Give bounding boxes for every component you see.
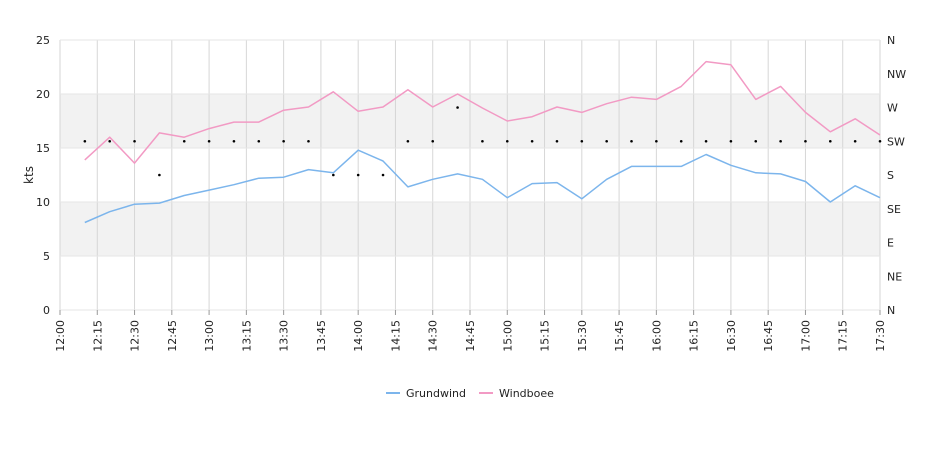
direction-marker <box>406 139 410 143</box>
x-tick-label: 12:30 <box>129 320 142 352</box>
direction-marker <box>878 139 882 143</box>
direction-marker <box>133 139 136 143</box>
right-tick-label: SW <box>887 135 905 148</box>
x-tick-label: 15:15 <box>539 320 552 352</box>
direction-marker <box>853 139 857 143</box>
legend: Grundwind Windboee <box>386 387 554 400</box>
x-tick-label: 16:45 <box>762 320 775 352</box>
right-tick-label: SE <box>887 203 901 216</box>
y-tick-label: 5 <box>43 250 50 263</box>
direction-marker <box>481 139 484 143</box>
direction-marker <box>779 139 782 143</box>
x-tick-label: 16:15 <box>688 320 701 352</box>
x-tick-label: 14:00 <box>352 320 365 352</box>
direction-marker <box>83 139 87 143</box>
y-tick-label: 0 <box>43 304 50 317</box>
direction-marker <box>158 173 161 177</box>
y-tick-label: 25 <box>36 34 50 47</box>
direction-marker <box>754 139 758 143</box>
direction-marker <box>829 139 832 143</box>
direction-marker <box>530 139 534 143</box>
x-tick-label: 12:00 <box>54 320 67 352</box>
direction-marker <box>356 173 360 177</box>
direction-marker <box>307 139 310 143</box>
x-tick-label: 17:15 <box>837 320 850 352</box>
x-tick-label: 13:15 <box>240 320 253 352</box>
direction-marker <box>729 139 733 143</box>
x-tick-label: 14:45 <box>464 320 477 352</box>
direction-marker <box>580 139 584 143</box>
legend-item: Windboee <box>499 387 554 400</box>
direction-marker <box>232 139 236 143</box>
vertical-grid <box>59 40 881 310</box>
y-tick-label: 10 <box>36 196 50 209</box>
direction-marker <box>605 139 608 143</box>
direction-marker <box>108 139 111 143</box>
legend-item: Grundwind <box>406 387 466 400</box>
x-tick-label: 16:30 <box>725 320 738 352</box>
direction-marker <box>332 173 335 177</box>
y-axis-label: kts <box>22 166 36 184</box>
x-axis-ticks: 12:00 12:15 12:30 12:45 13:00 13:15 13:30 13:45… <box>54 310 887 352</box>
x-tick-label: 15:45 <box>613 320 626 352</box>
x-tick-label: 14:30 <box>427 320 440 352</box>
x-tick-label: 16:00 <box>650 320 663 352</box>
right-tick-label: N <box>887 34 895 47</box>
x-tick-label: 13:00 <box>203 320 216 352</box>
direction-marker <box>704 139 708 143</box>
direction-marker <box>655 139 658 143</box>
direction-markers <box>83 106 882 177</box>
direction-marker <box>182 139 186 143</box>
direction-marker <box>555 139 559 143</box>
x-tick-label: 14:15 <box>389 320 402 352</box>
direction-marker <box>257 139 261 143</box>
x-tick-label: 15:00 <box>501 320 514 352</box>
direction-marker <box>207 139 211 143</box>
series-lines <box>84 60 881 224</box>
x-tick-label: 12:15 <box>91 320 104 352</box>
right-tick-label: NE <box>887 270 902 283</box>
direction-marker <box>282 139 285 143</box>
direction-marker <box>456 106 459 109</box>
right-tick-label: W <box>887 102 898 115</box>
right-tick-label: S <box>887 169 894 182</box>
series-line-grundwind <box>84 149 881 224</box>
direction-marker <box>505 139 509 143</box>
direction-marker <box>381 173 385 177</box>
y-tick-label: 15 <box>36 142 50 155</box>
x-tick-label: 15:30 <box>576 320 589 352</box>
x-tick-label: 13:30 <box>278 320 291 352</box>
y-axis-ticks: 0 5 10 15 20 25 <box>36 34 50 317</box>
right-tick-label: NW <box>887 68 906 81</box>
direction-marker <box>630 139 633 143</box>
x-tick-label: 17:30 <box>874 320 887 352</box>
right-axis-ticks: N NE E SE S SW W NW N <box>887 34 906 317</box>
right-tick-label: N <box>887 304 895 317</box>
x-tick-label: 17:00 <box>799 320 812 352</box>
series-line-windboee <box>84 60 881 164</box>
direction-marker <box>679 139 683 143</box>
direction-marker <box>431 139 435 143</box>
y-tick-label: 20 <box>36 88 50 101</box>
direction-marker <box>804 139 807 143</box>
x-tick-label: 13:45 <box>315 320 328 352</box>
x-tick-label: 12:45 <box>166 320 179 352</box>
right-tick-label: E <box>887 237 894 250</box>
